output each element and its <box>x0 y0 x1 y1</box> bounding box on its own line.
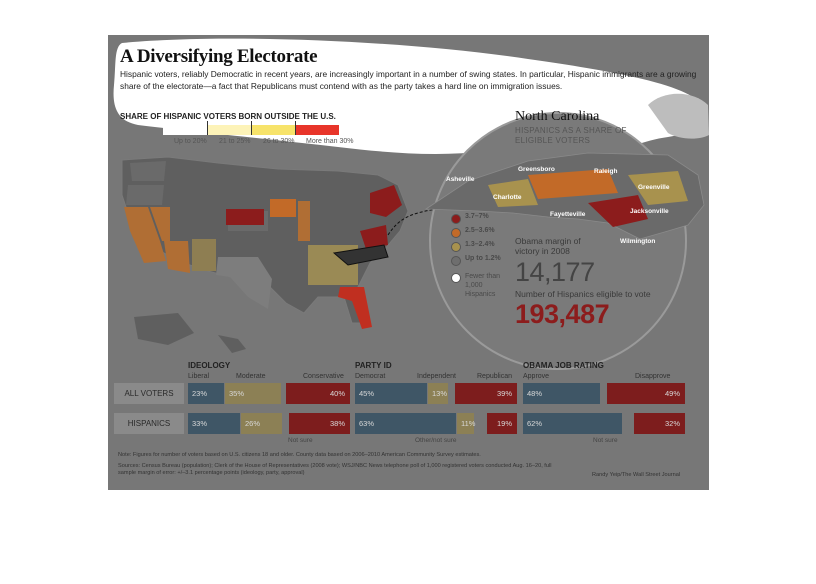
chart-bar: 63% <box>355 413 456 434</box>
city-fayetteville: Fayetteville <box>550 211 586 218</box>
chart-bar: 49% <box>607 383 685 404</box>
nc-counties-red <box>588 195 648 227</box>
footer-credit: Randy Yeip/The Wall Street Journal <box>592 472 681 478</box>
chart-bar: 33% <box>188 413 240 434</box>
chart-bar: 40% <box>286 383 350 404</box>
city-jacksonville: Jacksonville <box>630 208 669 215</box>
state-texas <box>216 257 272 309</box>
series-label: Disapprove <box>635 373 671 380</box>
us-legend-title: SHARE OF HISPANIC VOTERS BORN OUTSIDE TH… <box>120 112 336 121</box>
connector-line <box>387 208 439 236</box>
series-label: Conservative <box>303 373 344 380</box>
chart-bar: 23% <box>188 383 224 404</box>
city-greenville: Greenville <box>638 184 670 191</box>
row-label-all-voters: ALL VOTERS <box>114 383 184 404</box>
nc-counties-tan2 <box>628 171 688 205</box>
nc-legend-label: 2.5–3.6% <box>465 227 495 234</box>
chart-bar: 13% <box>428 383 448 404</box>
eligible-label: Number of Hispanics eligible to vote <box>515 289 651 299</box>
state-iowa <box>270 199 296 217</box>
us-legend-tick <box>251 121 252 135</box>
us-legend-swatch <box>207 125 251 135</box>
chart-bar: 45% <box>355 383 427 404</box>
chart-bar: 48% <box>523 383 600 404</box>
series-label: Approve <box>523 373 550 380</box>
footer-sources: Sources: Census Bureau (population); Cle… <box>118 463 552 476</box>
nc-legend-swatch <box>451 214 461 224</box>
row-label-hispanics: HISPANICS <box>114 413 184 434</box>
state-nebraska <box>226 209 264 225</box>
us-legend-label: Up to 20% <box>174 138 207 145</box>
chart-title: OBAMA JOB RATING <box>523 361 604 370</box>
nc-counties-orange <box>528 169 618 199</box>
city-charlotte: Charlotte <box>493 194 522 201</box>
chart-bar: 26% <box>241 413 282 434</box>
margin-label: Obama margin of victory in 2008 <box>515 236 581 256</box>
chart-title: IDEOLOGY <box>188 361 231 370</box>
us-legend-label: More than 30% <box>306 138 354 145</box>
header-highlight-tail <box>648 93 709 139</box>
eligible-value: 193,487 <box>515 299 610 329</box>
series-label: Democrat <box>355 373 386 380</box>
chart-bar: 11% <box>457 413 475 434</box>
chart-bar: 32% <box>634 413 685 434</box>
us-legend-swatch <box>163 125 207 135</box>
chart-bar: 38% <box>289 413 350 434</box>
us-legend-tick <box>207 121 208 135</box>
chart-bar: 35% <box>225 383 281 404</box>
series-label: Independent <box>417 373 456 380</box>
state-illinois <box>298 201 310 241</box>
chart-bar: 19% <box>487 413 517 434</box>
nc-subtitle: HISPANICS AS A SHARE OF ELIGIBLE VOTERS <box>515 126 627 145</box>
state-nevada <box>150 207 170 241</box>
us-legend-label: 26 to 30% <box>263 138 295 145</box>
city-asheville: Asheville <box>446 176 475 183</box>
state-arizona <box>164 241 190 273</box>
chart-title: PARTY ID <box>355 361 392 370</box>
intro-text: Hispanic voters, reliably Democratic in … <box>120 69 697 91</box>
nc-legend-label: 1.3–2.4% <box>465 241 495 248</box>
series-label: Liberal <box>188 373 210 380</box>
us-legend-label: 21 to 25% <box>219 138 251 145</box>
state-florida <box>338 287 372 329</box>
state-oregon <box>126 185 164 205</box>
state-new-mexico <box>192 239 216 271</box>
hawaii <box>218 335 246 353</box>
us-legend-tick <box>295 121 296 135</box>
state-northeast <box>370 185 402 217</box>
nc-legend-label: Fewer than 1,000 Hispanics <box>465 273 501 298</box>
footer-note: Note: Figures for number of voters based… <box>118 452 481 458</box>
nc-legend-label: Up to 1.2% <box>465 255 501 262</box>
nc-legend-swatch <box>451 228 461 238</box>
not-sure-note: Not sure <box>593 437 618 444</box>
not-sure-note: Other/not sure <box>415 437 457 444</box>
chart-bar: 39% <box>455 383 517 404</box>
nc-title: North Carolina <box>515 109 600 124</box>
city-greensboro: Greensboro <box>518 166 555 173</box>
not-sure-note: Not sure <box>288 437 313 444</box>
page-title: A Diversifying Electorate <box>120 46 318 67</box>
state-california <box>124 207 166 263</box>
margin-value: 14,177 <box>515 257 595 287</box>
city-wilmington: Wilmington <box>620 238 656 245</box>
alaska <box>134 313 194 345</box>
infographic: A Diversifying Electorate Hispanic voter… <box>108 35 709 490</box>
series-label: Moderate <box>236 373 266 380</box>
state-washington <box>130 161 166 181</box>
city-raleigh: Raleigh <box>594 168 618 175</box>
state-virginia <box>360 225 388 249</box>
us-legend-swatch <box>251 125 295 135</box>
nc-legend-swatch <box>451 242 461 252</box>
state-north-carolina <box>332 244 389 266</box>
us-legend-swatch <box>295 125 339 135</box>
nc-legend-swatch <box>451 256 461 266</box>
nc-legend-label: 3.7–7% <box>465 213 489 220</box>
nc-legend-swatch <box>451 273 461 283</box>
nc-counties-tan <box>488 179 538 207</box>
chart-bar: 62% <box>523 413 622 434</box>
series-label: Republican <box>477 373 513 380</box>
